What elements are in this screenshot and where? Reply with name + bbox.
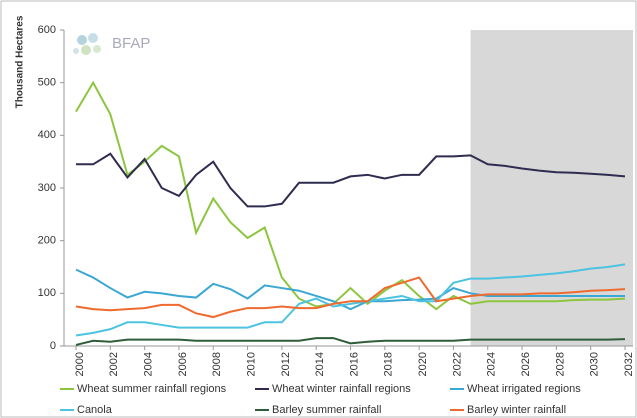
x-tick-label: 2020 — [417, 352, 429, 376]
series-line — [75, 268, 625, 311]
projection-shade — [470, 30, 633, 346]
legend-label: Canola — [77, 404, 113, 416]
x-tick-label: 2008 — [211, 352, 223, 376]
x-tick-label: 2022 — [451, 352, 463, 376]
y-axis-label: Thousand Hectares — [15, 15, 26, 108]
legend-label: Wheat winter rainfall regions — [272, 383, 411, 395]
y-tick-label: 400 — [38, 129, 56, 141]
legend-label: Wheat summer rainfall regions — [77, 383, 227, 395]
legend-label: Wheat irrigated regions — [467, 383, 581, 395]
y-tick-label: 500 — [38, 77, 56, 89]
x-tick-label: 2002 — [108, 352, 120, 376]
x-tick-label: 2032 — [623, 352, 635, 376]
series-line — [75, 337, 626, 346]
legend-label: Barley winter rainfall — [467, 404, 566, 416]
x-tick-label: 2000 — [74, 352, 86, 376]
x-tick-label: 2024 — [486, 352, 498, 376]
x-tick-label: 2014 — [314, 352, 326, 376]
y-tick-label: 200 — [38, 235, 56, 247]
y-tick-label: 100 — [38, 287, 56, 299]
series-line — [76, 152, 626, 208]
series-line — [75, 263, 626, 337]
series-line — [75, 80, 626, 311]
x-tick-label: 2004 — [143, 352, 155, 376]
x-tick-label: 2030 — [589, 352, 601, 376]
x-tick-label: 2006 — [177, 352, 189, 376]
y-tick-label: 600 — [38, 24, 56, 36]
series-line — [75, 276, 626, 319]
x-tick-label: 2028 — [554, 352, 566, 376]
x-tick-label: 2010 — [245, 352, 257, 376]
x-tick-label: 2026 — [520, 352, 532, 376]
logo-icon — [73, 33, 101, 55]
x-tick-label: 2018 — [383, 352, 395, 376]
logo-text: BFAP — [112, 35, 150, 52]
legend-label: Barley summer rainfall — [272, 404, 381, 416]
x-tick-label: 2016 — [348, 352, 360, 376]
y-tick-label: 0 — [50, 340, 56, 352]
y-tick-label: 300 — [38, 182, 56, 194]
x-tick-label: 2012 — [280, 352, 292, 376]
